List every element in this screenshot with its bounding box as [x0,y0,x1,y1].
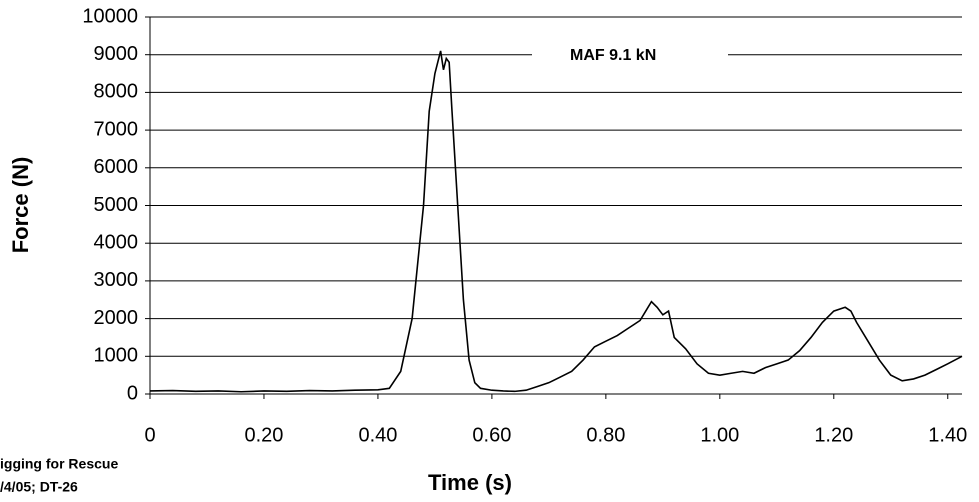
x-tick-label: 1.00 [700,424,739,446]
x-tick-label: 0.20 [244,424,283,446]
x-tick-label: 0.60 [472,424,511,446]
y-tick-label: 10000 [82,5,138,27]
x-tick-label: 1.40 [928,424,967,446]
y-tick-label: 6000 [94,156,139,178]
y-tick-label: 4000 [94,231,139,253]
y-tick-label: 2000 [94,307,139,329]
y-axis-title: Force (N) [8,157,33,254]
note: /4/05; DT-26 [0,479,78,495]
x-tick-label: 0.40 [358,424,397,446]
y-tick-label: 3000 [94,269,139,291]
y-tick-label: 9000 [94,43,139,65]
y-tick-label: 8000 [94,81,139,103]
annotation: MAF 9.1 kN [570,47,656,64]
y-tick-label: 1000 [94,345,139,367]
y-tick-label: 0 [127,382,138,404]
annotation-box [532,42,728,67]
x-tick-label: 1.20 [814,424,853,446]
x-axis-title: Time (s) [428,470,512,495]
x-tick-label: 0 [144,424,155,446]
y-tick-label: 5000 [94,194,139,216]
note: igging for Rescue [0,456,118,472]
data-line [149,50,963,393]
y-tick-label: 7000 [94,118,139,140]
x-tick-label: 0.80 [586,424,625,446]
